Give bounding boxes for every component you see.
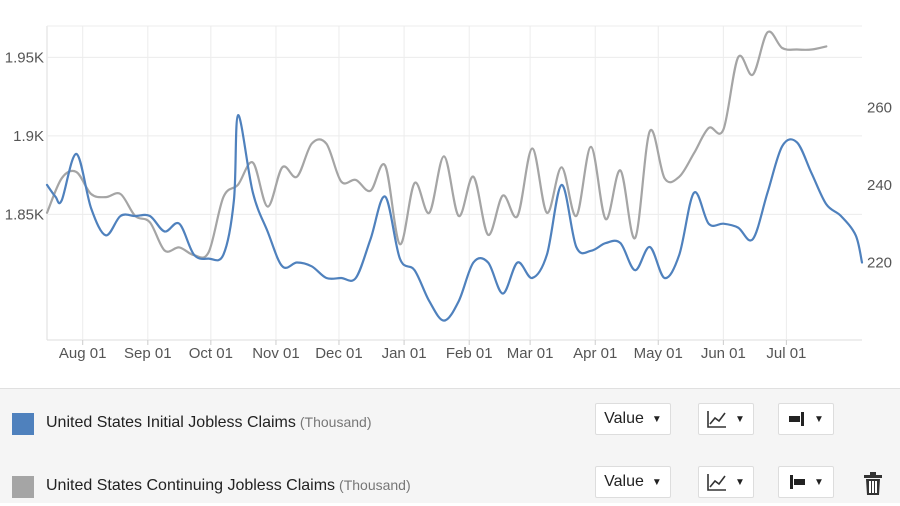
right-tick-label: 240	[867, 177, 892, 194]
line-chart-icon	[707, 411, 727, 428]
caret-down-icon: ▼	[651, 413, 662, 425]
chart-type-dropdown[interactable]: ▼	[698, 466, 754, 498]
grid	[46, 25, 862, 341]
legend-row: United States Continuing Jobless Claims(…	[0, 466, 900, 506]
right-axis-ticks: 220 240 260	[867, 99, 892, 271]
x-tick-label: Jan 01	[382, 345, 427, 362]
axis-dropdown[interactable]: ▼	[778, 466, 834, 498]
left-tick-label: 1.95K	[5, 49, 44, 66]
x-tick-label: Jun 01	[701, 345, 746, 362]
right-tick-label: 220	[867, 254, 892, 271]
caret-down-icon: ▼	[814, 413, 824, 425]
value-dropdown-label: Value	[604, 473, 644, 490]
series-lines	[45, 30, 864, 322]
right-tick-label: 260	[867, 99, 892, 116]
chart-type-dropdown[interactable]: ▼	[698, 403, 754, 435]
x-tick-label: Jul 01	[766, 345, 806, 362]
x-tick-label: Nov 01	[252, 345, 300, 362]
left-axis-icon	[790, 475, 806, 489]
x-tick-label: May 01	[634, 345, 683, 362]
continuing-claims-line	[45, 30, 828, 259]
caret-down-icon: ▼	[735, 413, 745, 425]
line-chart-icon	[707, 474, 727, 491]
caret-down-icon: ▼	[735, 476, 745, 488]
value-dropdown-label: Value	[604, 410, 644, 427]
series-color-swatch[interactable]	[12, 413, 34, 435]
series-unit: (Thousand)	[299, 414, 372, 430]
legend-row: United States Initial Jobless Claims (Tho…	[0, 403, 900, 443]
x-tick-label: Apr 01	[573, 345, 617, 362]
x-tick-label: Mar 01	[507, 345, 554, 362]
x-tick-label: Sep 01	[124, 345, 172, 362]
axis-dropdown[interactable]: ▼	[778, 403, 834, 435]
series-name: United States Initial Jobless Claims (Tho…	[46, 414, 371, 432]
x-tick-label: Dec 01	[315, 345, 363, 362]
left-axis-ticks: 1.85K 1.9K 1.95K	[5, 49, 44, 223]
line-chart: 1.85K 1.9K 1.95K 220 240 260 Aug 01 Sep 01 Oct…	[5, 25, 892, 362]
caret-down-icon: ▼	[651, 476, 662, 488]
chart-area: 1.85K 1.9K 1.95K 220 240 260 Aug 01 Sep 01 Oct…	[5, 25, 892, 362]
initial-claims-line	[45, 114, 864, 322]
left-tick-label: 1.85K	[5, 206, 44, 223]
caret-down-icon: ▼	[814, 476, 824, 488]
trash-icon[interactable]	[862, 472, 884, 496]
series-unit: (Thousand)	[339, 477, 411, 493]
right-axis-icon	[789, 412, 805, 426]
series-color-swatch[interactable]	[12, 476, 34, 498]
x-tick-label: Aug 01	[59, 345, 107, 362]
left-tick-label: 1.9K	[13, 128, 44, 145]
series-name: United States Continuing Jobless Claims(…	[46, 477, 411, 495]
x-axis-ticks: Aug 01 Sep 01 Oct 01 Nov 01 Dec 01 Jan 01 Feb …	[59, 340, 806, 362]
x-tick-label: Feb 01	[446, 345, 493, 362]
series-label: United States Continuing Jobless Claims	[46, 477, 336, 494]
value-dropdown[interactable]: Value ▼	[595, 403, 671, 435]
value-dropdown[interactable]: Value ▼	[595, 466, 671, 498]
x-tick-label: Oct 01	[189, 345, 233, 362]
legend-panel: United States Initial Jobless Claims (Tho…	[0, 388, 900, 503]
series-label: United States Initial Jobless Claims	[46, 414, 296, 431]
